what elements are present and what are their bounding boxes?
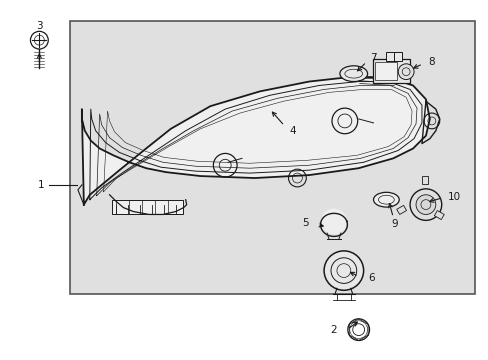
Bar [421,176,427,184]
Circle shape [324,251,363,290]
Bar [396,206,406,215]
Text: 2: 2 [329,325,336,335]
Bar [433,211,443,220]
Ellipse shape [373,192,398,207]
Ellipse shape [339,66,367,82]
Bar [111,200,183,215]
Text: 7: 7 [370,53,376,63]
Text: 9: 9 [390,219,397,229]
Text: 1: 1 [38,180,44,190]
Bar [386,52,401,61]
Text: 3: 3 [36,21,42,31]
Bar [372,59,409,82]
Circle shape [321,208,346,234]
Circle shape [409,189,441,220]
Circle shape [30,31,48,49]
Text: 4: 4 [289,126,296,136]
Text: 6: 6 [368,274,374,283]
Bar [70,21,474,294]
Bar [375,62,396,80]
Circle shape [415,195,435,215]
Text: 5: 5 [302,218,308,228]
Circle shape [347,319,369,341]
Text: 10: 10 [447,192,460,202]
Text: 8: 8 [427,57,434,67]
Circle shape [397,64,413,80]
Polygon shape [81,77,429,204]
